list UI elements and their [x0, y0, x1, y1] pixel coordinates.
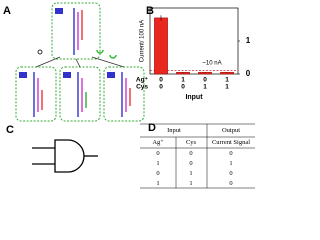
input-value: 0	[159, 84, 163, 91]
table-cell: 0	[189, 150, 192, 157]
input-value: 0	[203, 77, 207, 84]
cys	[96, 49, 104, 54]
table-cell: 1	[189, 180, 192, 187]
arrows	[35, 56, 125, 68]
table-cell: 1	[229, 160, 232, 167]
table-cell: 1	[189, 170, 192, 177]
box	[51, 2, 101, 60]
panel-label: D	[148, 122, 156, 134]
input-value: 1	[225, 84, 229, 91]
table-header: Output	[222, 127, 240, 134]
table-cell: 0	[156, 170, 159, 177]
electrode	[107, 72, 115, 78]
table-lines	[140, 123, 255, 189]
table-cell: 0	[156, 150, 159, 157]
y-axis-label: Current/ 100 nA	[140, 20, 146, 62]
table-subheader: Cys	[186, 139, 197, 146]
electrode	[63, 72, 71, 78]
table-cell: 1	[156, 180, 159, 187]
table-cell: 0	[189, 160, 192, 167]
input-value: 0	[159, 77, 163, 84]
page: A B C D Current/ 100 nA ~10 nA 0 1 0 0 1 0 0 1 1 1 A…	[3, 2, 255, 189]
cys	[109, 54, 117, 59]
threshold-label: ~10 nA	[202, 60, 221, 66]
strands	[33, 8, 131, 117]
table-cell: 0	[229, 170, 232, 177]
figure: A B C D Current/ 100 nA~10 nA0100100111A…	[3, 2, 255, 189]
table-cell: 0	[229, 180, 232, 187]
input-value: 1	[203, 84, 207, 91]
table-subheader: Ag⁺	[152, 139, 164, 146]
diagram	[15, 2, 145, 122]
table-header: Input	[167, 127, 181, 134]
panel-label: C	[6, 124, 14, 136]
x-axis-label: Input	[185, 94, 203, 101]
ion	[37, 49, 43, 55]
input-value: 0	[181, 84, 185, 91]
table-subheader: Current Signal	[212, 139, 250, 146]
input-name: Cys	[136, 84, 148, 91]
table-cell: 1	[156, 160, 159, 167]
input-value: 1	[225, 77, 229, 84]
and-gate	[32, 139, 98, 173]
y2-tick-label: 0	[246, 69, 251, 78]
bar	[154, 17, 168, 75]
panel-label: A	[3, 5, 11, 17]
input-name: Ag⁺	[136, 77, 149, 84]
y2-tick-label: 1	[246, 36, 251, 45]
electrode	[19, 72, 27, 78]
input-value: 1	[181, 77, 185, 84]
electrode	[55, 8, 63, 14]
table-cell: 0	[229, 150, 232, 157]
